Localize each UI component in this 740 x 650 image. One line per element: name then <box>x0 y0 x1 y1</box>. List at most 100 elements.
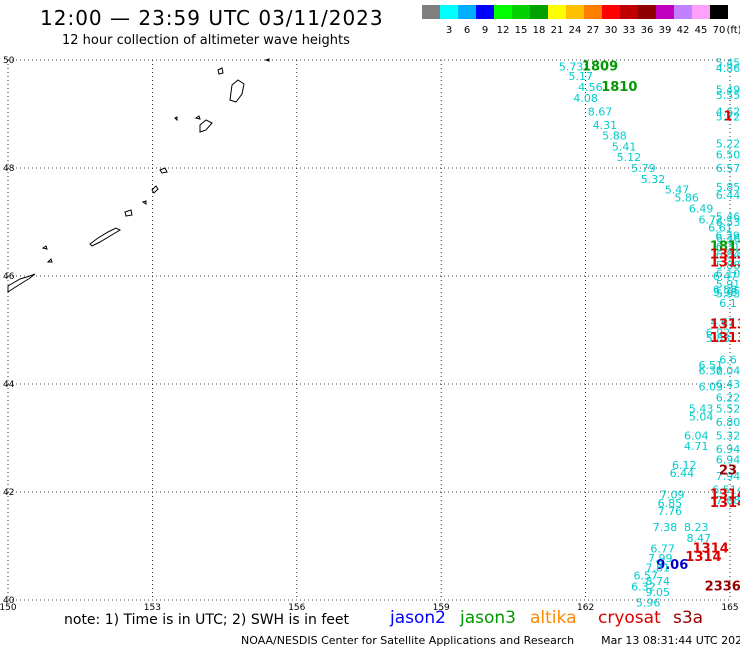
wave-height-label: 4.67 <box>711 316 736 329</box>
legend-label: 39 <box>658 25 672 36</box>
island-small-8 <box>194 115 201 120</box>
legend-swatch <box>710 5 728 19</box>
satellite-altika: altika <box>530 608 577 628</box>
wave-height-label: 5.04 <box>689 410 714 423</box>
island-small-6 <box>141 200 147 205</box>
wave-height-label: 5.72 <box>716 111 740 124</box>
wave-height-label: 7.09 <box>660 489 685 502</box>
coastline <box>7 58 270 293</box>
legend-swatch <box>674 5 692 19</box>
legend-label: 12 <box>496 25 510 36</box>
timestamp-text: Mar 13 08:31:44 UTC 2023 <box>601 634 740 647</box>
wave-height-label: 4.08 <box>573 92 598 105</box>
wave-height-label: 6.47 <box>713 270 738 283</box>
wave-height-label: 5.12 <box>617 151 642 164</box>
wave-height-label: 5.52 <box>716 402 740 415</box>
wave-height-label: 7.99 <box>648 552 673 565</box>
wave-height-label: 6.57 <box>716 162 740 175</box>
wave-height-label: 6.32 <box>631 581 656 594</box>
legend-label: 42 <box>676 25 690 36</box>
wave-height-label: 6.44 <box>716 189 740 202</box>
wave-height-label: 6.72 <box>698 213 723 226</box>
wave-height-label: 5.49 <box>716 84 740 97</box>
wave-height-label: 6.50 <box>716 149 740 162</box>
island-urup <box>89 227 122 247</box>
wave-height-label: 5.17 <box>569 70 594 83</box>
wave-height-label: 7.68 <box>716 494 740 507</box>
wave-height-label: 1313 <box>710 247 740 262</box>
wave-height-label: 6.43 <box>716 378 740 391</box>
wave-height-label: 6.53 <box>716 216 740 229</box>
wave-height-label: 6.03 <box>698 381 723 394</box>
wave-height-label: 6.51 <box>698 359 723 372</box>
wave-height-label: 9.06 <box>656 558 688 573</box>
lat-tick-label: 42 <box>3 488 14 498</box>
wave-height-label: 6.04 <box>716 365 740 378</box>
lon-tick-label: 165 <box>721 603 738 613</box>
wave-height-label: 9.05 <box>646 586 671 599</box>
island-small-4 <box>41 245 48 250</box>
wave-height-label: 6.94 <box>716 443 740 456</box>
wave-height-label: 5.88 <box>716 259 740 272</box>
legend-label: 3 <box>445 25 453 36</box>
wave-height-label: 4.86 <box>716 62 740 75</box>
wave-height-label: 5.32 <box>641 173 666 186</box>
wave-height-label: 6.80 <box>716 416 740 429</box>
wave-height-label: 6.77 <box>650 543 675 556</box>
wave-height-label: 6.61 <box>708 221 733 234</box>
island-small-3 <box>217 67 224 75</box>
wave-height-label: 7.76 <box>658 505 683 518</box>
wave-height-label: 8.67 <box>588 105 613 118</box>
map-subtitle: 12 hour collection of altimeter wave hei… <box>62 33 350 48</box>
wave-height-label: 6.10 <box>716 267 740 280</box>
wave-height-label: 7.38 <box>653 521 678 534</box>
wave-height-label: 23 <box>719 463 737 478</box>
wave-height-label: 1314 <box>693 542 729 557</box>
legend-swatch <box>530 5 548 19</box>
wave-height-label: 6.31 <box>716 240 740 253</box>
legend-unit: (ft) <box>726 25 740 36</box>
wave-height-label: 8.74 <box>646 575 671 588</box>
legend-swatch <box>494 5 512 19</box>
wave-height-label: 5.93 <box>716 287 740 300</box>
lon-tick-label: 162 <box>577 603 594 613</box>
wave-height-label: 8.47 <box>686 532 711 545</box>
legend-label: 36 <box>640 25 654 36</box>
legend-label: 45 <box>694 25 708 36</box>
legend-label: 30 <box>604 25 618 36</box>
legend-swatch <box>512 5 530 19</box>
legend-swatch <box>620 5 638 19</box>
island-small-9 <box>264 58 270 62</box>
wave-height-label: 6.1 <box>719 297 737 310</box>
wave-height-label: 6.32 <box>698 365 723 378</box>
wave-height-label: 1314 <box>685 550 721 565</box>
wave-height-label: 6.58 <box>713 284 738 297</box>
legend-swatch <box>602 5 620 19</box>
island-small-2 <box>159 167 168 174</box>
credit-text: NOAA/NESDIS Center for Satellite Applica… <box>241 634 575 647</box>
wave-height-label: 6.94 <box>716 454 740 467</box>
wave-height-label: 1313 <box>710 256 740 271</box>
lon-tick-label: 150 <box>0 603 17 613</box>
island-simushir <box>151 185 159 194</box>
satellite-jason3: jason3 <box>460 608 516 628</box>
wave-height-label: 4.71 <box>684 440 709 453</box>
legend-swatch <box>458 5 476 19</box>
legend-swatch <box>476 5 494 19</box>
wave-height-label: 5.46 <box>716 211 740 224</box>
lat-tick-label: 48 <box>3 164 15 174</box>
coastline-kuril-south <box>7 273 36 293</box>
wave-height-label: 5.45 <box>716 57 740 70</box>
lat-tick-label: 44 <box>3 380 15 390</box>
wave-height-label: 5.22 <box>716 138 740 151</box>
wave-height-label: 1 <box>723 110 732 125</box>
wave-height-label: 5.47 <box>665 184 690 197</box>
wave-height-label: 1810 <box>601 80 637 95</box>
wave-height-label: 8.23 <box>684 521 709 534</box>
wave-height-label: 5.73 <box>559 60 584 73</box>
wave-height-label: 6.44 <box>670 467 695 480</box>
legend-swatch <box>638 5 656 19</box>
wave-height-label: 6.57 <box>634 570 659 583</box>
wave-height-label: 6.92 <box>706 327 731 340</box>
